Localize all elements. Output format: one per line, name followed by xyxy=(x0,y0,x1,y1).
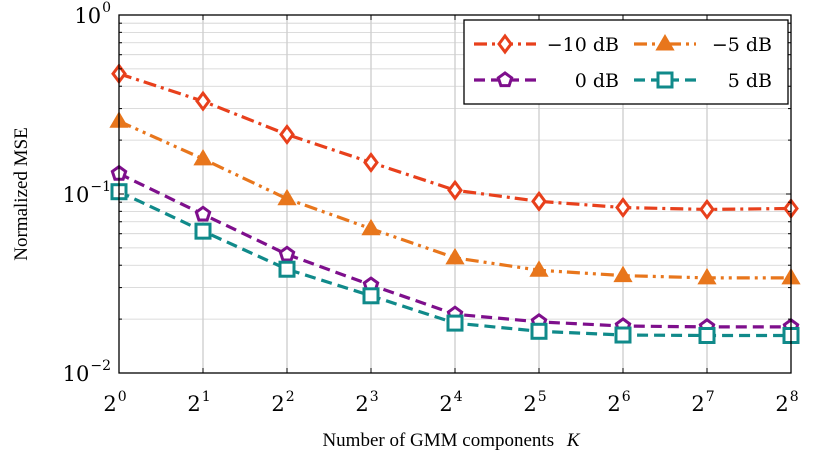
x-tick-exp: 4 xyxy=(454,389,463,405)
x-tick-exp: 3 xyxy=(370,389,379,405)
x-tick-label: 23 xyxy=(355,389,378,416)
data-point xyxy=(699,198,715,220)
data-point xyxy=(698,326,716,344)
data-point xyxy=(195,90,211,112)
x-tick-exp: 7 xyxy=(706,389,715,405)
x-tick-base: 2 xyxy=(439,392,452,416)
y-tick-label: 10−2 xyxy=(63,358,111,386)
x-tick-base: 2 xyxy=(103,392,116,416)
x-tick-exp: 1 xyxy=(202,389,211,405)
legend-label: 5 dB xyxy=(728,70,772,92)
y-tick-base: 10 xyxy=(63,362,90,386)
data-point xyxy=(531,190,547,212)
x-tick-exp: 8 xyxy=(790,389,799,405)
y-tick-label: 10−1 xyxy=(63,179,111,207)
x-tick-base: 2 xyxy=(691,392,704,416)
data-point xyxy=(362,287,380,305)
legend-marker xyxy=(656,71,674,89)
data-point xyxy=(363,151,379,173)
series-line xyxy=(118,119,791,280)
x-tick-exp: 0 xyxy=(118,389,127,405)
legend-label: −10 dB xyxy=(547,34,619,56)
x-tick-label: 20 xyxy=(103,389,126,416)
y-tick-exp: −1 xyxy=(90,179,111,195)
data-point xyxy=(613,265,633,283)
data-point xyxy=(446,314,464,332)
data-point xyxy=(697,267,717,285)
x-tick-base: 2 xyxy=(607,392,620,416)
data-point xyxy=(530,322,548,340)
x-tick-label: 25 xyxy=(523,389,546,416)
x-tick-label: 26 xyxy=(607,389,630,416)
legend-marker xyxy=(496,71,514,88)
x-axis-label-var: K xyxy=(566,430,581,451)
data-point xyxy=(615,197,631,219)
series-line xyxy=(118,72,792,212)
legend-item-0: −10 dB xyxy=(474,33,619,56)
data-point xyxy=(194,205,212,222)
data-point xyxy=(445,247,465,265)
x-tick-base: 2 xyxy=(775,392,788,416)
y-tick-exp: −2 xyxy=(90,358,111,374)
data-point xyxy=(277,188,297,206)
data-point xyxy=(193,148,213,166)
x-tick-exp: 5 xyxy=(538,389,547,405)
x-tick-base: 2 xyxy=(355,392,368,416)
x-tick-label: 24 xyxy=(439,389,462,416)
x-tick-label: 28 xyxy=(775,389,798,416)
series-0 xyxy=(111,63,799,220)
legend-item-1: −5 dB xyxy=(634,34,772,56)
legend-item-2: 0 dB xyxy=(474,70,619,92)
legend: −10 dB −5 dB 0 dB 5 dB xyxy=(463,19,789,105)
legend-label: 0 dB xyxy=(575,70,619,92)
legend-box xyxy=(463,19,789,105)
data-point xyxy=(614,326,632,344)
x-tick-label: 22 xyxy=(271,389,294,416)
series-1 xyxy=(109,111,801,285)
y-tick-base: 10 xyxy=(74,4,101,28)
x-tick-base: 2 xyxy=(187,392,200,416)
data-point xyxy=(529,260,549,277)
y-tick-label: 100 xyxy=(74,0,111,28)
legend-item-3: 5 dB xyxy=(634,70,772,92)
data-point xyxy=(447,179,463,201)
legend-marker xyxy=(655,34,675,51)
y-tick-exp: 0 xyxy=(102,0,111,16)
data-point xyxy=(279,123,295,145)
x-tick-label: 27 xyxy=(691,389,714,416)
legend-marker xyxy=(497,33,513,55)
x-axis-label-text: Number of GMM components xyxy=(322,430,554,451)
x-tick-exp: 2 xyxy=(286,389,295,405)
x-tick-label: 21 xyxy=(187,389,210,416)
x-tick-base: 2 xyxy=(271,392,284,416)
data-point xyxy=(278,260,296,278)
legend-label: −5 dB xyxy=(712,34,772,56)
y-axis-label: Normalized MSE xyxy=(11,127,32,261)
data-point xyxy=(194,222,212,240)
data-point xyxy=(278,245,296,262)
x-tick-base: 2 xyxy=(523,392,536,416)
x-tick-exp: 6 xyxy=(622,389,631,405)
x-axis-label: Number of GMM components K xyxy=(322,430,580,451)
y-tick-base: 10 xyxy=(63,183,90,207)
data-point xyxy=(361,218,381,236)
